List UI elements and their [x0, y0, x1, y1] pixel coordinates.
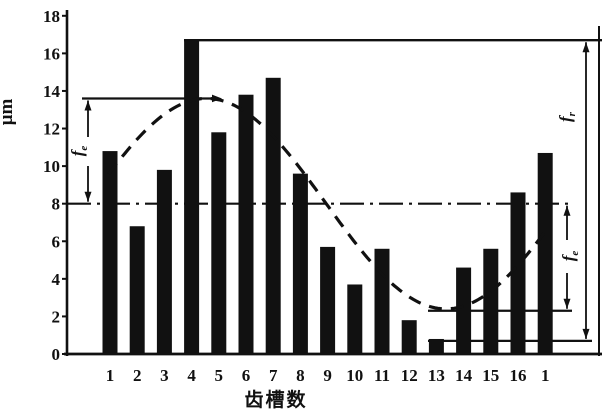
x-tick-label: 1	[541, 366, 550, 385]
bar	[537, 152, 553, 354]
x-tick-label: 16	[510, 366, 527, 385]
arrowhead-down	[84, 191, 92, 202]
bar	[184, 40, 200, 354]
fe-left-label: fe	[68, 146, 90, 157]
x-axis-title: 齿槽数	[244, 388, 307, 411]
x-tick-label: 14	[455, 366, 473, 385]
fr-right-label-text: fr	[556, 111, 578, 122]
y-tick-label: 14	[43, 82, 61, 101]
arrowhead-up	[582, 42, 590, 53]
bar	[483, 248, 499, 354]
x-tick-label: 2	[133, 366, 142, 385]
bar	[401, 320, 417, 354]
bar	[211, 132, 227, 354]
x-tick-label: 6	[242, 366, 251, 385]
fe-right-label: fe	[559, 251, 581, 262]
y-tick-label: 4	[52, 270, 61, 289]
x-tick-label: 9	[323, 366, 332, 385]
y-tick-label: 8	[52, 195, 61, 214]
y-tick-label: 12	[43, 120, 60, 139]
x-tick-label: 13	[428, 366, 445, 385]
bar	[102, 151, 118, 354]
x-tick-label: 10	[346, 366, 363, 385]
y-tick-label: 10	[43, 157, 60, 176]
x-tick-label: 11	[374, 366, 390, 385]
fr-right-label: fr	[556, 111, 578, 122]
y-axis-title: μm	[0, 99, 17, 126]
fe-right-label-text: fe	[559, 251, 581, 262]
x-tick-label: 15	[482, 366, 499, 385]
arrowhead-down	[582, 328, 590, 339]
bar	[320, 246, 336, 354]
y-tick-label: 0	[52, 345, 61, 364]
x-tick-label: 12	[401, 366, 418, 385]
x-tick-label: 4	[187, 366, 196, 385]
y-tick-label: 2	[52, 307, 61, 326]
x-tick-label: 5	[215, 366, 224, 385]
fe-left-label-text: fe	[68, 146, 90, 157]
bar	[265, 77, 281, 354]
x-tick-label: 8	[296, 366, 305, 385]
bar	[292, 173, 308, 354]
bar	[238, 94, 254, 355]
bar	[129, 226, 145, 354]
x-tick-label: 1	[106, 366, 115, 385]
x-tick-label: 3	[160, 366, 169, 385]
bar	[510, 192, 526, 354]
y-tick-label: 6	[52, 232, 61, 251]
bar	[374, 248, 390, 354]
y-tick-label: 18	[43, 7, 60, 26]
bar	[156, 169, 172, 354]
eccentricity-curve	[107, 96, 548, 311]
bar	[428, 338, 444, 354]
bar	[347, 284, 363, 354]
x-tick-label: 7	[269, 366, 278, 385]
y-tick-label: 16	[43, 44, 60, 63]
arrowhead-up	[84, 100, 92, 111]
arrowhead-up	[563, 205, 571, 216]
bar	[456, 267, 472, 354]
arrowhead-down	[563, 298, 571, 309]
